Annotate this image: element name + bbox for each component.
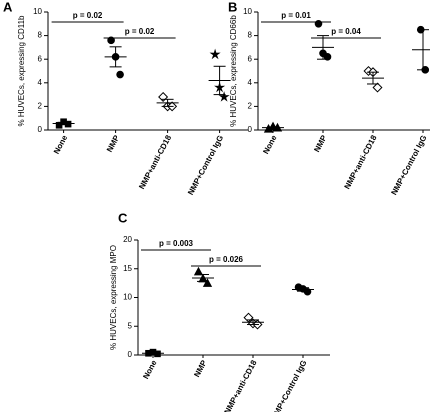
point — [303, 287, 312, 296]
y-tick-label: 5 — [128, 321, 133, 330]
point — [323, 53, 332, 61]
y-tick-label: 15 — [123, 264, 132, 273]
p-value: p = 0.02 — [73, 11, 103, 20]
y-tick-label: 4 — [38, 78, 43, 87]
p-value: p = 0.003 — [159, 239, 194, 248]
point — [218, 91, 230, 102]
point — [372, 82, 383, 93]
y-tick-label: 8 — [38, 31, 43, 40]
y-tick-label: 2 — [38, 102, 43, 111]
point — [116, 70, 124, 79]
y-axis-label: % HUVECs, expressing CD11b — [17, 15, 26, 127]
panel-label: B — [228, 0, 237, 14]
y-tick-label: 10 — [123, 293, 132, 302]
x-tick-label: NMP+anti-CD18 — [223, 358, 259, 412]
y-tick-label: 6 — [38, 54, 43, 63]
x-tick-label: NMP+anti-CD18 — [343, 133, 379, 191]
p-value: p = 0.04 — [331, 27, 361, 36]
y-tick-label: 8 — [248, 31, 253, 40]
x-tick-label: None — [52, 133, 70, 155]
x-tick-label: NMP+Control IgG — [186, 134, 225, 197]
x-tick-label: NMP+Control IgG — [269, 359, 308, 412]
panel-label: A — [3, 0, 13, 14]
y-axis-label: % HUVECs, expressing MPO — [109, 245, 118, 350]
y-axis-label: % HUVECs, expressing CD66b — [229, 15, 238, 127]
point — [193, 266, 204, 276]
y-tick-label: 0 — [248, 125, 253, 134]
point — [209, 48, 221, 60]
point — [158, 91, 169, 102]
x-tick-label: NMP — [105, 133, 122, 154]
x-tick-label: NMP+Control IgG — [389, 134, 428, 197]
x-tick-label: None — [261, 133, 279, 155]
p-value: p = 0.02 — [125, 27, 155, 36]
y-tick-label: 10 — [33, 7, 42, 16]
y-tick-label: 20 — [123, 235, 132, 244]
x-tick-label: NMP+anti-CD18 — [137, 133, 173, 191]
point — [107, 36, 115, 45]
p-value: p = 0.01 — [281, 11, 311, 20]
y-tick-label: 6 — [248, 54, 253, 63]
point — [202, 278, 213, 287]
point — [64, 120, 72, 128]
panel-label: C — [118, 210, 128, 225]
y-tick-label: 2 — [248, 102, 253, 111]
point — [314, 20, 323, 28]
y-tick-label: 0 — [128, 350, 133, 359]
y-tick-label: 4 — [248, 78, 253, 87]
x-tick-label: NMP — [192, 358, 209, 379]
y-tick-label: 10 — [243, 7, 252, 16]
x-tick-label: None — [141, 358, 159, 380]
y-tick-label: 0 — [38, 125, 43, 134]
p-value: p = 0.026 — [209, 255, 244, 264]
x-tick-label: NMP — [312, 133, 329, 154]
